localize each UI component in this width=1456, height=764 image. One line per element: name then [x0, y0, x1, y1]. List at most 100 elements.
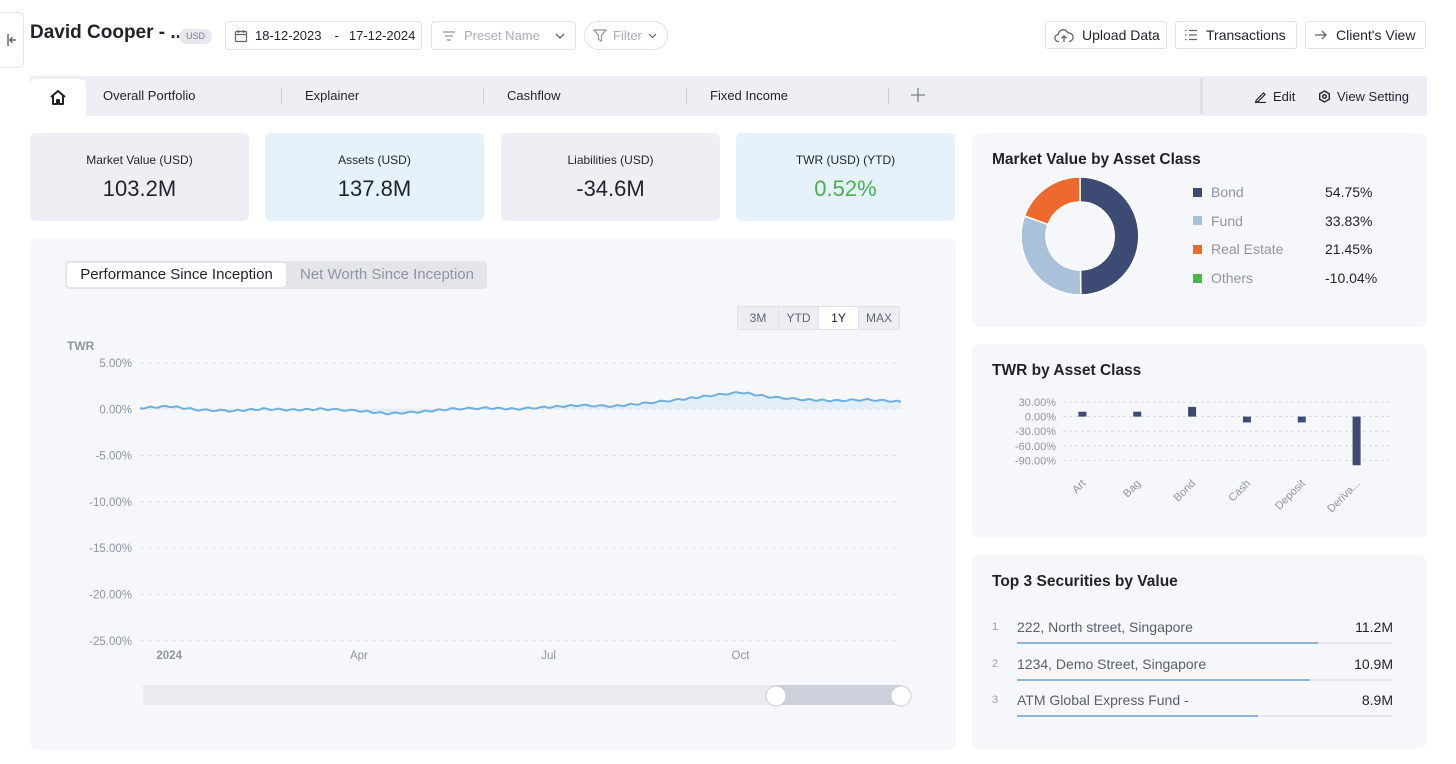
- x-tick-label: Art: [1070, 478, 1088, 496]
- tab-divider: [888, 88, 889, 104]
- legend-item[interactable]: Real Estate 21.45%: [1193, 240, 1383, 258]
- top-securities-title: Top 3 Securities by Value: [992, 573, 1178, 590]
- legend-value: -10.04%: [1325, 270, 1378, 287]
- security-name: 222, North street, Singapore: [1017, 619, 1193, 635]
- security-name: ATM Global Express Fund -: [1017, 692, 1189, 708]
- bar-deriva[interactable]: [1352, 416, 1361, 466]
- bar-bond[interactable]: [1188, 406, 1197, 417]
- kpi-value: -34.6M: [576, 176, 645, 201]
- transactions-label: Transactions: [1206, 27, 1286, 43]
- security-row[interactable]: 2 1234, Demo Street, Singapore 10.9M: [992, 656, 1393, 682]
- tab-divider: [686, 88, 687, 104]
- zoom-slider-selection[interactable]: [775, 685, 901, 705]
- bar-deposit[interactable]: [1297, 416, 1306, 423]
- client-name: David Cooper - ...: [30, 22, 187, 43]
- pencil-icon: [1255, 91, 1266, 103]
- x-tick-label: Cash: [1226, 478, 1253, 505]
- legend-label: Real Estate: [1211, 241, 1284, 258]
- arrow-right-icon: [1315, 30, 1327, 40]
- filter-label: Filter: [613, 28, 642, 43]
- client-view-button[interactable]: Client's View: [1305, 21, 1426, 49]
- tab-home[interactable]: [30, 79, 86, 116]
- tab-performance-since-inception[interactable]: Performance Since Inception: [67, 263, 286, 287]
- security-row[interactable]: 1 222, North street, Singapore 11.2M: [992, 619, 1393, 645]
- date-end[interactable]: 17-12-2024: [348, 28, 416, 43]
- x-tick-label: Bag: [1121, 478, 1143, 500]
- date-range-picker[interactable]: 18-12-2023 - 17-12-2024: [225, 21, 422, 50]
- legend-item[interactable]: Bond 54.75%: [1193, 183, 1383, 201]
- twr-by-asset-class-panel: [972, 344, 1427, 538]
- y-tick-label: 30.00%: [1019, 397, 1057, 409]
- range-selector: 3M YTD 1Y MAX: [737, 306, 900, 330]
- tab-divider: [281, 88, 282, 104]
- security-value: 10.9M: [1354, 655, 1393, 672]
- zoom-slider-handle-right[interactable]: [890, 685, 912, 707]
- security-name: 1234, Demo Street, Singapore: [1017, 655, 1207, 672]
- legend-value: 33.83%: [1325, 212, 1373, 229]
- donut-slice-bond[interactable]: [1079, 176, 1140, 296]
- filter-button[interactable]: Filter: [584, 21, 668, 50]
- kpi-market-value: Market Value (USD) 103.2M: [30, 133, 249, 221]
- sidebar-collapse-button[interactable]: [0, 12, 24, 68]
- tab-fixed-income[interactable]: Fixed Income: [710, 88, 789, 103]
- y-axis-label: TWR: [67, 339, 95, 353]
- security-share-bar: [1017, 642, 1318, 644]
- legend-swatch: [1193, 273, 1202, 283]
- bar-bag[interactable]: [1133, 411, 1142, 417]
- gear-icon: [1319, 89, 1330, 103]
- y-tick-label: 0.00%: [1025, 412, 1056, 424]
- twr-line: [139, 391, 902, 416]
- home-icon: [50, 90, 66, 105]
- security-rank: 2: [992, 657, 999, 670]
- tab-cashflow[interactable]: Cashflow: [507, 88, 561, 103]
- add-tab-button[interactable]: [907, 84, 929, 106]
- preset-select[interactable]: Preset Name: [431, 21, 576, 50]
- donut-slice-fund[interactable]: [1020, 215, 1082, 296]
- donut-slice-real-estate[interactable]: [1023, 176, 1081, 226]
- security-share-bar: [1017, 715, 1258, 717]
- date-start[interactable]: 18-12-2023: [255, 28, 322, 43]
- chevron-down-icon: [555, 33, 565, 39]
- client-view-label: Client's View: [1336, 27, 1416, 43]
- kpi-label: Liabilities (USD): [567, 153, 654, 167]
- chevron-down-icon: [648, 33, 657, 38]
- y-tick-label: -20.00%: [89, 590, 132, 602]
- currency-badge: USD: [179, 29, 213, 44]
- zoom-slider-handle-left[interactable]: [765, 685, 787, 707]
- security-share-track: [1017, 715, 1393, 717]
- x-tick-label: 2024: [156, 650, 182, 662]
- legend-swatch: [1193, 244, 1202, 254]
- bar-art[interactable]: [1078, 411, 1087, 417]
- edit-button[interactable]: Edit: [1254, 76, 1295, 116]
- range-max[interactable]: MAX: [858, 307, 899, 329]
- security-share-track: [1017, 642, 1393, 644]
- view-setting-button[interactable]: View Setting: [1318, 76, 1409, 116]
- zoom-slider-track[interactable]: [143, 685, 901, 705]
- y-tick-label: -10.00%: [89, 497, 132, 509]
- range-ytd[interactable]: YTD: [778, 307, 818, 329]
- range-3m[interactable]: 3M: [738, 307, 778, 329]
- transactions-button[interactable]: Transactions: [1175, 21, 1297, 49]
- x-tick-label: Apr: [350, 650, 368, 662]
- security-value: 8.9M: [1361, 692, 1393, 708]
- plus-icon: [911, 88, 925, 102]
- legend-swatch: [1193, 187, 1202, 197]
- y-tick-label: 0.00%: [99, 404, 132, 416]
- tab-net-worth-since-inception[interactable]: Net Worth Since Inception: [300, 266, 474, 283]
- security-row[interactable]: 3 ATM Global Express Fund - 8.9M: [992, 692, 1393, 718]
- filter-icon: [593, 29, 607, 42]
- tab-bar: [30, 76, 1427, 116]
- range-1y[interactable]: 1Y: [818, 307, 858, 329]
- y-tick-label: -15.00%: [89, 543, 132, 555]
- tab-overall-portfolio[interactable]: Overall Portfolio: [103, 88, 196, 103]
- legend-item[interactable]: Others -10.04%: [1193, 269, 1383, 287]
- bar-cash[interactable]: [1242, 416, 1251, 423]
- tab-explainer[interactable]: Explainer: [305, 88, 360, 103]
- security-value: 11.2M: [1355, 619, 1393, 635]
- upload-data-button[interactable]: Upload Data: [1045, 21, 1167, 49]
- x-tick-label: Deposit: [1273, 478, 1308, 513]
- legend-item[interactable]: Fund 33.83%: [1193, 212, 1383, 230]
- legend-label: Bond: [1211, 184, 1244, 200]
- y-tick-label: -5.00%: [96, 451, 132, 463]
- preset-placeholder: Preset Name: [464, 28, 540, 43]
